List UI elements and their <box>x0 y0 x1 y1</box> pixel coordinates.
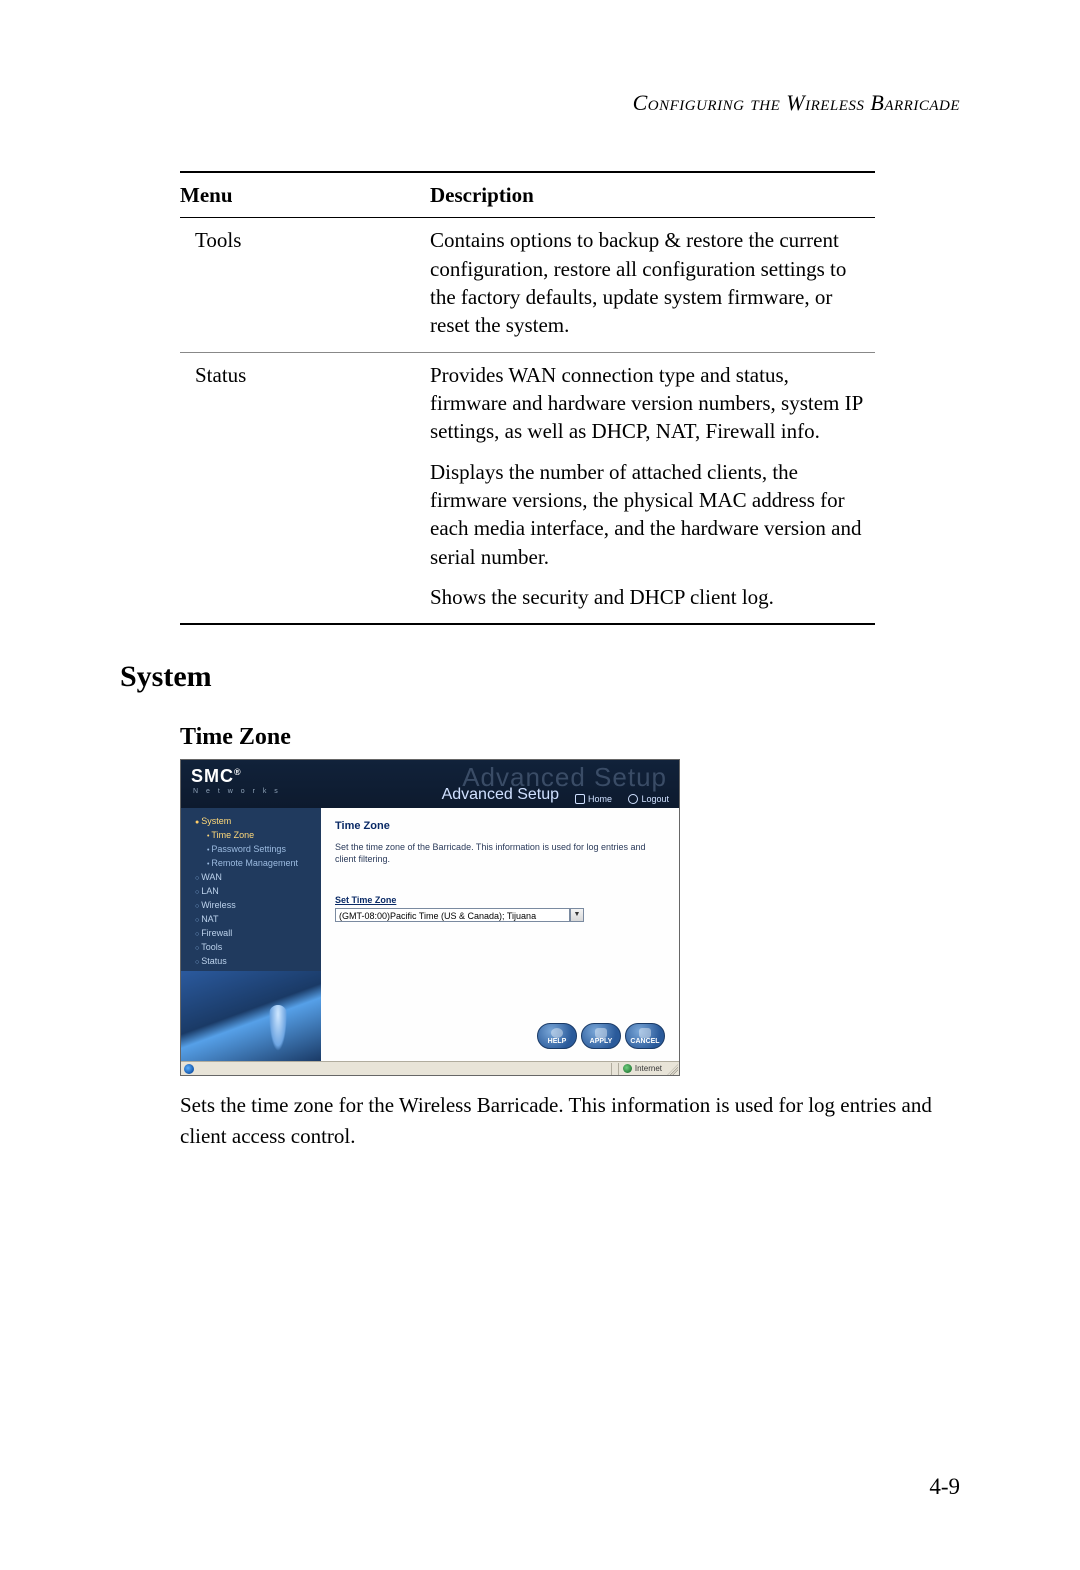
sidebar-illustration <box>181 971 321 1061</box>
timezone-select[interactable]: (GMT-08:00)Pacific Time (US & Canada); T… <box>335 908 665 922</box>
sidebar: System Time Zone Password Settings Remot… <box>181 808 321 1061</box>
chevron-down-icon: ▼ <box>570 908 584 922</box>
home-link-label: Home <box>588 794 612 804</box>
sidebar-item-label: NAT <box>201 914 218 924</box>
help-button[interactable]: HELP <box>537 1023 577 1049</box>
button-label: HELP <box>548 1038 567 1045</box>
page-title: Advanced Setup <box>442 786 559 804</box>
desc-cell-status: Provides WAN connection type and status,… <box>430 352 875 624</box>
desc-text: Contains options to backup & restore the… <box>430 226 865 339</box>
desc-cell-tools: Contains options to backup & restore the… <box>430 218 875 352</box>
subsection-heading-timezone: Time Zone <box>180 724 960 751</box>
sidebar-item-nat[interactable]: NAT <box>189 912 321 926</box>
sidebar-item-label: Tools <box>201 942 222 952</box>
table-row: Status Provides WAN connection type and … <box>180 352 875 624</box>
sidebar-item-system[interactable]: System <box>189 814 321 828</box>
running-header-text: Configuring the Wireless Barricade <box>633 90 960 115</box>
table-header-description: Description <box>430 172 875 218</box>
brand-subtext: N e t w o r k s <box>193 788 281 795</box>
home-link[interactable]: Home <box>575 794 612 804</box>
sidebar-item-label: WAN <box>201 872 222 882</box>
sidebar-item-label: Remote Management <box>211 858 298 868</box>
section-heading-system: System <box>120 660 960 694</box>
screenshot-caption: Sets the time zone for the Wireless Barr… <box>180 1090 940 1151</box>
sidebar-item-label: Password Settings <box>211 844 286 854</box>
sidebar-item-label: System <box>201 816 231 826</box>
sidebar-item-status[interactable]: Status <box>189 954 321 968</box>
home-icon <box>575 794 585 804</box>
apply-button[interactable]: APPLY <box>581 1023 621 1049</box>
main-panel: Time Zone Set the time zone of the Barri… <box>321 808 679 1061</box>
ui-header: SMC® N e t w o r k s Advanced Setup Adva… <box>181 760 679 808</box>
sidebar-item-label: Time Zone <box>211 830 254 840</box>
sidebar-item-lan[interactable]: LAN <box>189 884 321 898</box>
brand-reg: ® <box>234 767 242 777</box>
desc-text: Shows the security and DHCP client log. <box>430 583 865 611</box>
router-ui-screenshot: SMC® N e t w o r k s Advanced Setup Adva… <box>180 759 680 1076</box>
page-number: 4-9 <box>929 1474 960 1500</box>
ie-icon <box>184 1064 194 1074</box>
sidebar-item-timezone[interactable]: Time Zone <box>189 828 321 842</box>
table-row: Tools Contains options to backup & resto… <box>180 218 875 352</box>
sidebar-item-label: LAN <box>201 886 219 896</box>
table-header-menu: Menu <box>180 172 430 218</box>
panel-heading: Time Zone <box>335 820 665 832</box>
cancel-button[interactable]: CANCEL <box>625 1023 665 1049</box>
sidebar-item-wan[interactable]: WAN <box>189 870 321 884</box>
timezone-select-value: (GMT-08:00)Pacific Time (US & Canada); T… <box>335 908 570 922</box>
sidebar-item-remote-mgmt[interactable]: Remote Management <box>189 856 321 870</box>
logout-link-label: Logout <box>641 794 669 804</box>
panel-description: Set the time zone of the Barricade. This… <box>335 842 665 865</box>
sidebar-item-label: Firewall <box>201 928 232 938</box>
resize-grip-icon <box>666 1063 678 1075</box>
desc-text: Displays the number of attached clients,… <box>430 458 865 571</box>
sidebar-item-wireless[interactable]: Wireless <box>189 898 321 912</box>
brand-logo: SMC® <box>191 766 242 787</box>
desc-text: Provides WAN connection type and status,… <box>430 361 865 446</box>
logout-icon <box>628 794 638 804</box>
status-zone-label: Internet <box>635 1064 664 1073</box>
browser-status-bar: Internet <box>181 1061 679 1075</box>
logout-link[interactable]: Logout <box>628 794 669 804</box>
menu-cell-status: Status <box>180 352 430 624</box>
internet-zone-icon <box>623 1064 632 1073</box>
brand-text: SMC <box>191 766 234 786</box>
sidebar-item-password[interactable]: Password Settings <box>189 842 321 856</box>
menu-cell-tools: Tools <box>180 218 430 352</box>
sidebar-item-label: Status <box>201 956 227 966</box>
field-label-set-time-zone: Set Time Zone <box>335 895 665 905</box>
button-label: APPLY <box>590 1038 613 1045</box>
menu-description-table: Menu Description Tools Contains options … <box>180 171 875 625</box>
sidebar-item-firewall[interactable]: Firewall <box>189 926 321 940</box>
sidebar-item-tools[interactable]: Tools <box>189 940 321 954</box>
button-label: CANCEL <box>630 1038 659 1045</box>
running-header: Configuring the Wireless Barricade <box>120 90 960 116</box>
sidebar-item-label: Wireless <box>201 900 236 910</box>
